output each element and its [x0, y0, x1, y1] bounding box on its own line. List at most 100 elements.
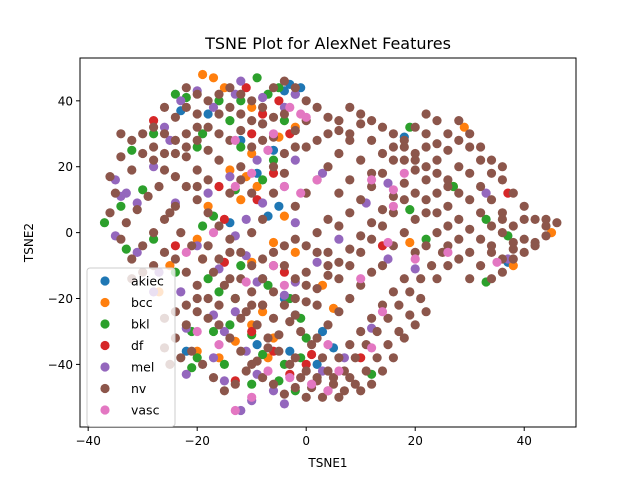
- point-nv-353: [214, 300, 224, 310]
- point-nv-177: [443, 175, 453, 185]
- point-nv-179: [465, 168, 475, 178]
- point-nv-208: [268, 188, 279, 198]
- point-nv-340: [497, 214, 507, 224]
- point-nv-2: [127, 165, 137, 175]
- point-nv-170: [367, 181, 377, 192]
- point-vasc-13: [268, 261, 279, 271]
- point-nv-5: [159, 165, 170, 175]
- point-nv-358: [312, 300, 322, 310]
- point-bkl-46: [405, 205, 415, 215]
- point-nv-206: [367, 168, 377, 178]
- point-nv-58: [356, 231, 366, 241]
- point-nv-109: [405, 287, 415, 297]
- point-nv-338: [541, 214, 551, 224]
- point-mel-45: [219, 376, 229, 386]
- point-nv-162: [345, 293, 355, 304]
- point-nv-205: [356, 155, 366, 165]
- point-bkl-12: [192, 142, 202, 152]
- point-nv-343: [465, 274, 475, 284]
- point-nv-153: [334, 353, 344, 363]
- point-vasc-5: [263, 145, 273, 155]
- point-nv-134: [187, 346, 197, 356]
- point-vasc-36: [323, 386, 333, 396]
- point-nv-116: [383, 340, 393, 350]
- point-nv-279: [367, 379, 377, 389]
- point-bkl-0: [170, 89, 180, 99]
- point-nv-320: [421, 142, 431, 152]
- point-nv-59: [345, 244, 355, 254]
- point-nv-277: [388, 353, 398, 363]
- point-bkl-29: [263, 280, 273, 290]
- point-nv-169: [356, 195, 366, 205]
- point-nv-38: [519, 201, 529, 211]
- point-nv-256: [268, 313, 279, 323]
- point-nv-306: [159, 129, 170, 139]
- point-mel-32: [334, 234, 344, 244]
- point-nv-54: [399, 178, 409, 188]
- point-nv-228: [258, 102, 268, 112]
- point-nv-118: [361, 366, 371, 376]
- point-nv-355: [236, 313, 246, 323]
- point-nv-6: [170, 172, 180, 182]
- point-nv-298: [268, 162, 279, 172]
- point-nv-344: [258, 254, 268, 264]
- point-nv-255: [258, 300, 268, 310]
- point-mel-47: [268, 386, 279, 396]
- point-nv-252: [225, 247, 235, 257]
- point-bkl-20: [116, 201, 126, 211]
- point-df-0: [241, 83, 251, 93]
- point-nv-307: [149, 122, 159, 132]
- point-mel-48: [279, 399, 289, 409]
- point-nv-95: [252, 320, 262, 330]
- y-tick-label-2: 0: [65, 226, 73, 240]
- point-nv-184: [519, 247, 529, 257]
- point-akiec-8: [274, 201, 284, 211]
- legend-label-akiec: akiec: [131, 274, 164, 289]
- point-nv-214: [301, 241, 311, 251]
- point-nv-296: [290, 142, 300, 152]
- point-nv-53: [410, 165, 420, 175]
- point-nv-282: [334, 392, 344, 402]
- legend-marker-df: [100, 340, 110, 351]
- point-nv-273: [497, 228, 507, 238]
- point-nv-60: [334, 257, 344, 267]
- point-nv-216: [323, 214, 333, 224]
- point-vasc-16: [192, 326, 202, 337]
- point-vasc-21: [285, 373, 295, 383]
- x-axis-label: TSNE1: [307, 456, 347, 470]
- point-bkl-23: [121, 244, 131, 254]
- point-nv-13: [247, 142, 257, 152]
- point-nv-41: [552, 218, 562, 228]
- point-nv-127: [263, 343, 273, 353]
- point-nv-46: [486, 241, 497, 251]
- point-nv-356: [247, 300, 257, 310]
- point-df-6: [214, 181, 224, 192]
- point-nv-284: [312, 373, 322, 383]
- point-nv-311: [454, 116, 464, 126]
- point-nv-346: [279, 241, 289, 251]
- point-vasc-34: [443, 247, 453, 257]
- point-nv-202: [323, 162, 333, 172]
- point-nv-239: [192, 181, 202, 192]
- point-bcc-16: [258, 307, 268, 317]
- point-mel-35: [132, 247, 142, 257]
- point-nv-233: [149, 142, 159, 152]
- point-nv-44: [508, 244, 518, 254]
- point-nv-107: [383, 313, 393, 323]
- point-mel-22: [258, 198, 268, 208]
- legend-marker-akiec: [100, 276, 110, 286]
- scatter-points: [99, 69, 562, 416]
- point-vasc-10: [230, 181, 240, 192]
- y-tick-label-4: 40: [58, 94, 73, 108]
- point-nv-243: [170, 254, 180, 264]
- point-nv-198: [410, 247, 420, 257]
- point-vasc-4: [230, 135, 240, 145]
- point-nv-130: [230, 379, 240, 389]
- x-tick-label-1: −20: [185, 434, 210, 448]
- point-nv-349: [181, 300, 191, 310]
- point-nv-187: [486, 274, 497, 284]
- point-nv-215: [312, 228, 322, 238]
- point-nv-71: [214, 221, 224, 231]
- point-bcc-3: [247, 102, 257, 112]
- point-nv-265: [399, 195, 409, 205]
